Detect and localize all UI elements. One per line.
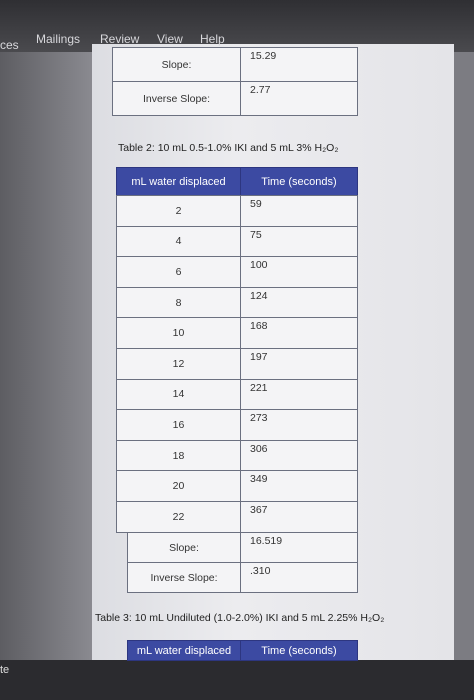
status-text: te — [0, 664, 10, 676]
table-cell: Inverse Slope: — [127, 562, 241, 593]
table-caption: Table 3: 10 mL Undiluted (1.0-2.0%) IKI … — [95, 612, 385, 624]
table-cell: 18 — [116, 439, 241, 472]
background — [0, 52, 92, 664]
table-cell: 124 — [240, 286, 358, 319]
table-cell: Slope: — [127, 532, 241, 563]
table-cell: 221 — [240, 378, 358, 411]
table-cell: Inverse Slope: — [112, 81, 241, 116]
table-header: Time (seconds) — [240, 640, 358, 661]
table-cell: 306 — [240, 439, 358, 472]
table-cell: 4 — [116, 225, 241, 258]
table-cell: 22 — [116, 501, 241, 533]
table-cell: 20 — [116, 470, 241, 502]
table-cell: 15.29 — [240, 47, 358, 82]
table-cell: 14 — [116, 378, 241, 411]
table-header: mL water displaced — [127, 640, 241, 661]
table-cell: 197 — [240, 348, 358, 380]
table-cell: 6 — [116, 256, 241, 288]
table-caption: Table 2: 10 mL 0.5-1.0% IKI and 5 mL 3% … — [118, 142, 339, 154]
table-cell: 2 — [116, 195, 241, 227]
table-cell: 59 — [240, 195, 358, 227]
table-cell: 16 — [116, 409, 241, 441]
table-cell: 16.519 — [240, 532, 358, 563]
table-cell: 273 — [240, 409, 358, 441]
table-cell: 168 — [240, 317, 358, 349]
table-cell: Slope: — [112, 47, 241, 82]
table-cell: 75 — [240, 225, 358, 258]
table-cell: 100 — [240, 256, 358, 288]
menu-item[interactable]: Help — [200, 32, 225, 46]
top-bar — [0, 0, 474, 52]
table-header: mL water displaced — [116, 167, 241, 196]
menu-item[interactable]: Review — [100, 32, 140, 46]
status-bar — [0, 660, 474, 700]
table-cell: 2.77 — [240, 81, 358, 116]
menu-item[interactable]: Mailings — [36, 32, 81, 46]
table-header: Time (seconds) — [240, 167, 358, 196]
table-cell: 8 — [116, 286, 241, 319]
table-cell: 349 — [240, 470, 358, 502]
table-cell: 12 — [116, 348, 241, 380]
table-cell: .310 — [240, 562, 358, 593]
table-cell: 10 — [116, 317, 241, 349]
menu-item[interactable]: ces — [0, 38, 19, 52]
table-cell: 367 — [240, 501, 358, 533]
menu-item[interactable]: View — [157, 32, 183, 46]
background — [454, 52, 474, 664]
